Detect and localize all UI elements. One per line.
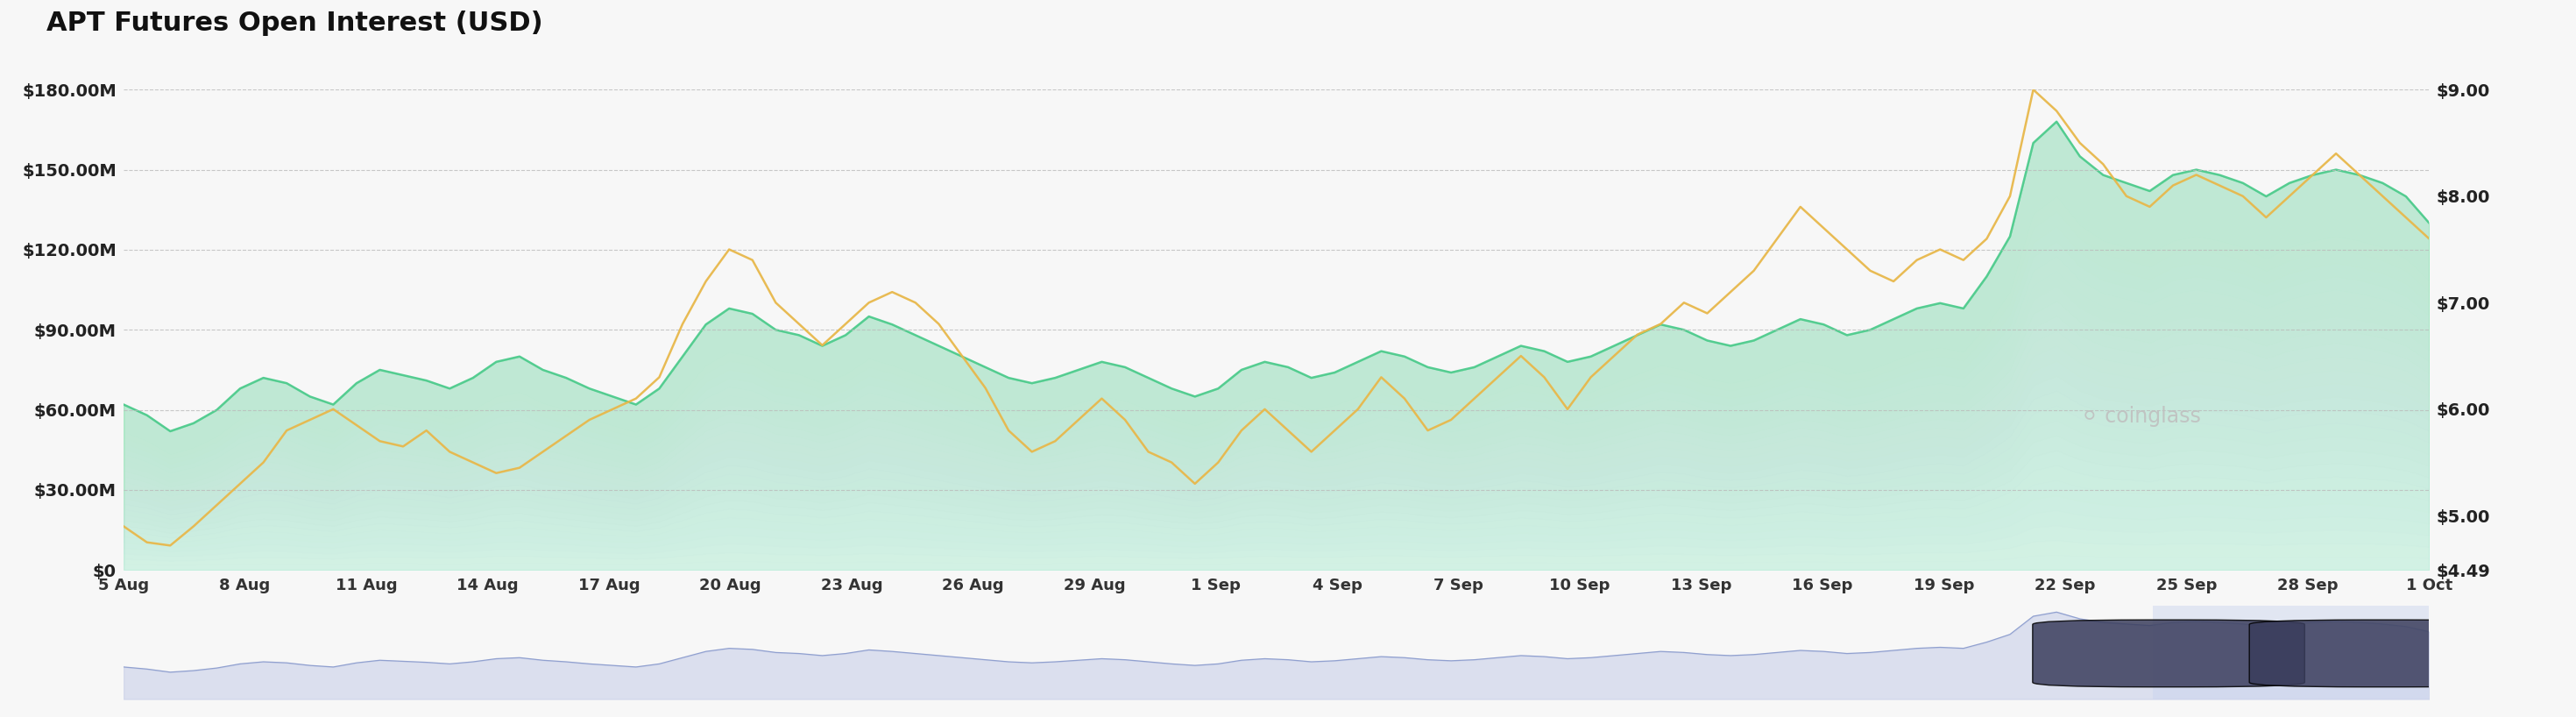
FancyBboxPatch shape (2249, 619, 2522, 687)
FancyBboxPatch shape (2032, 619, 2306, 687)
Text: ⚪ coinglass: ⚪ coinglass (2081, 406, 2200, 427)
Text: APT Futures Open Interest (USD): APT Futures Open Interest (USD) (46, 11, 544, 36)
Bar (2154, 606, 2429, 699)
